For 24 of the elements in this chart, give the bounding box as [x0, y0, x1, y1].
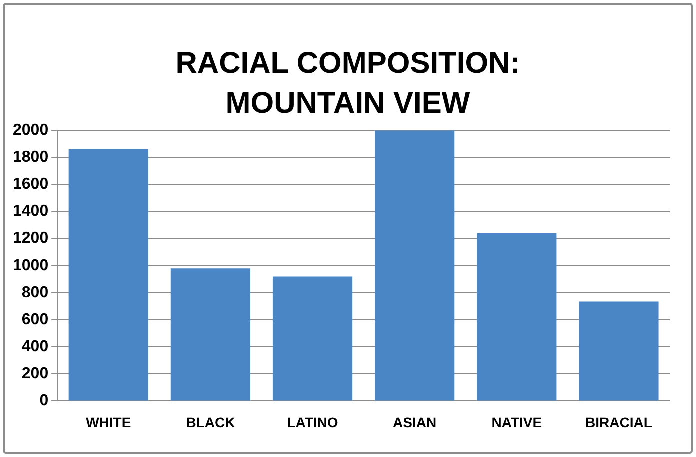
bar: [375, 130, 455, 401]
bar: [170, 268, 250, 401]
x-tick-label: BLACK: [186, 414, 236, 430]
chart-title: RACIAL COMPOSITION: MOUNTAIN VIEW: [174, 46, 522, 122]
y-tick-label: 400: [22, 338, 49, 356]
bar: [68, 150, 148, 401]
y-tick-label: 0: [40, 392, 49, 410]
bar: [579, 302, 659, 401]
y-tick-label: 1600: [13, 176, 49, 194]
x-tick-label: LATINO: [287, 414, 338, 430]
x-tick-label: NATIVE: [492, 414, 542, 430]
bar: [272, 276, 353, 401]
y-tick-label: 1800: [13, 149, 49, 166]
y-tick-label: 2000: [13, 122, 49, 140]
y-tick-label: 200: [22, 366, 49, 383]
y-tick-label: 1000: [13, 257, 49, 274]
y-tick-label: 800: [22, 284, 49, 302]
x-tick-label: WHITE: [86, 414, 132, 430]
x-tick-label: BIRACIAL: [586, 414, 653, 430]
y-tick-label: 600: [22, 311, 49, 328]
y-tick-label: 1400: [13, 203, 49, 220]
bar: [477, 233, 557, 401]
x-tick-label: ASIAN: [393, 414, 437, 430]
y-tick-label: 1200: [13, 230, 49, 248]
